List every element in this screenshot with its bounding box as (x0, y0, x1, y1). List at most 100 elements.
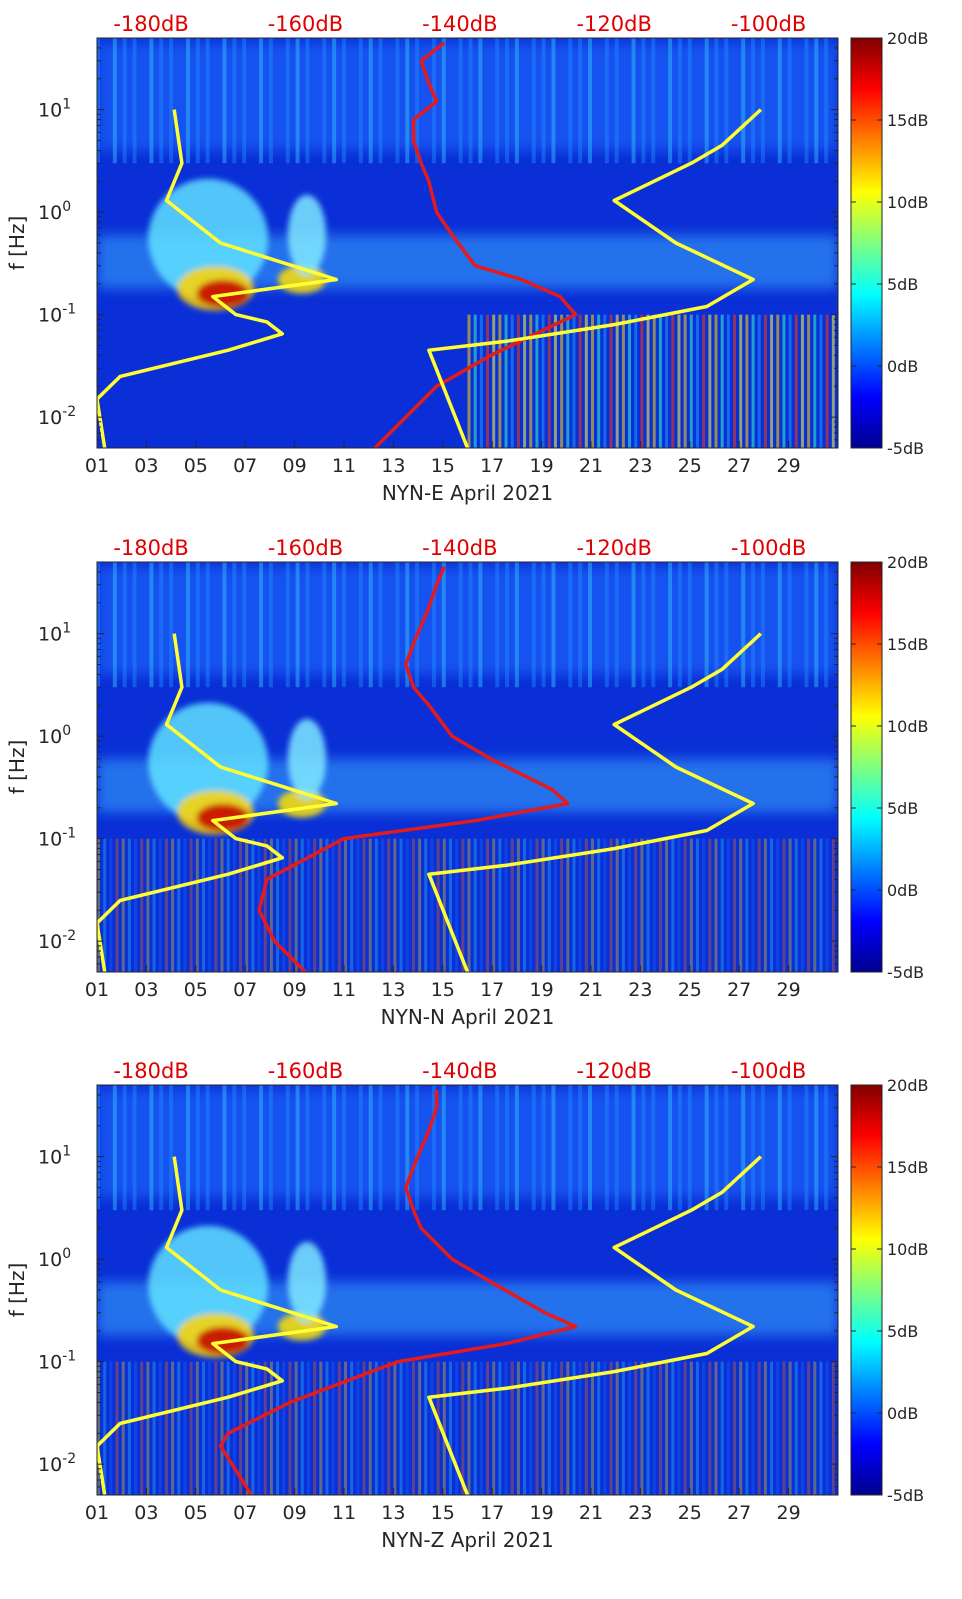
lowfreq-column (677, 1361, 681, 1495)
day-streak (777, 38, 782, 164)
x-tick-label: 09 (283, 1502, 307, 1524)
day-streak (232, 38, 237, 164)
day-streak (159, 1085, 164, 1211)
lowfreq-column (584, 1361, 588, 1495)
day-streak (787, 38, 792, 164)
lowfreq-column (467, 314, 471, 448)
psd-median-line (373, 41, 578, 448)
day-streak (551, 562, 556, 688)
colorbar-label: 5dB (887, 275, 918, 294)
day-streak (431, 38, 436, 164)
day-streak (185, 562, 190, 688)
day-streak (205, 1085, 210, 1211)
x-tick-label: 11 (332, 1502, 356, 1524)
day-streak (687, 38, 692, 164)
y-tick-label: 101 (38, 1144, 71, 1169)
lowfreq-column (399, 838, 403, 972)
day-streak (760, 1085, 765, 1211)
lowfreq-column (763, 838, 767, 972)
day-streak (405, 562, 410, 688)
x-tick-label: 07 (233, 979, 257, 1001)
high-freq-band (97, 42, 838, 151)
lowfreq-column (646, 838, 650, 972)
day-streak (651, 1085, 656, 1211)
x-axis-label: NYN-Z April 2021 (381, 1528, 553, 1552)
lowfreq-column (757, 1361, 761, 1495)
day-streak (185, 1085, 190, 1211)
day-streak (222, 38, 227, 164)
day-streak (760, 38, 765, 164)
lowfreq-column (467, 1361, 471, 1495)
x-tick-label: 13 (381, 979, 405, 1001)
lowfreq-column (455, 838, 459, 972)
x-tick-label: 29 (777, 979, 801, 1001)
lowfreq-column (658, 314, 662, 448)
day-streak (132, 1085, 137, 1211)
lowfreq-column (331, 1361, 335, 1495)
lowfreq-column (671, 1361, 675, 1495)
x-tick-label: 23 (628, 1502, 652, 1524)
top-db-label: -180dB (113, 12, 188, 36)
day-streak (285, 1085, 290, 1211)
lowfreq-column (523, 314, 527, 448)
lowfreq-column (319, 1361, 323, 1495)
day-streak (814, 562, 819, 688)
lowfreq-column (479, 838, 483, 972)
lowfreq-column (726, 314, 730, 448)
lowfreq-column (134, 1361, 138, 1495)
day-streak (285, 38, 290, 164)
lowfreq-column (411, 1361, 415, 1495)
lowfreq-column (467, 838, 471, 972)
lowfreq-column (263, 838, 267, 972)
lowfreq-column (726, 1361, 730, 1495)
y-tick-exponent: -1 (62, 1349, 76, 1365)
day-streak (405, 38, 410, 164)
lowfreq-column (702, 314, 706, 448)
noise-model-high-line (427, 108, 762, 448)
x-tick-label: 01 (85, 1502, 109, 1524)
lowfreq-column (313, 838, 317, 972)
lowfreq-column (597, 314, 601, 448)
day-streak (149, 562, 154, 688)
day-streak (222, 562, 227, 688)
y-tick-exponent: 1 (62, 621, 71, 637)
axes-frame (96, 37, 839, 449)
lowfreq-column (739, 838, 743, 972)
lowfreq-column (146, 1361, 150, 1495)
lowfreq-column (411, 838, 415, 972)
lowfreq-column (183, 1361, 187, 1495)
lowfreq-column (677, 314, 681, 448)
day-streak (242, 562, 247, 688)
day-streak (641, 1085, 646, 1211)
day-streak (468, 38, 473, 164)
day-streak (368, 562, 373, 688)
lowfreq-column (819, 838, 823, 972)
lowfreq-column (825, 838, 829, 972)
x-tick-label: 03 (134, 1502, 158, 1524)
lowfreq-column (813, 314, 817, 448)
top-db-label: -140dB (422, 12, 497, 36)
lowfreq-column (751, 1361, 755, 1495)
lowfreq-column (498, 1361, 502, 1495)
lowfreq-column (541, 314, 545, 448)
lowfreq-column (751, 838, 755, 972)
y-tick-labels: 10-2 10-1 100 101 (38, 621, 76, 954)
day-streak (641, 38, 646, 164)
lowfreq-column (708, 314, 712, 448)
lowfreq-column (788, 314, 792, 448)
day-streak (322, 1085, 327, 1211)
day-streak (604, 38, 609, 164)
lowfreq-column (171, 1361, 175, 1495)
x-axis-label: NYN-E April 2021 (382, 481, 553, 505)
lowfreq-column (720, 314, 724, 448)
lowfreq-column (208, 1361, 212, 1495)
day-streak (458, 562, 463, 688)
day-streak (185, 38, 190, 164)
y-axis-label: f [Hz] (5, 216, 29, 271)
lowfreq-column (405, 838, 409, 972)
colorbar-gradient (850, 561, 883, 973)
day-streak (614, 38, 619, 164)
lowfreq-column (183, 838, 187, 972)
day-streak (568, 1085, 573, 1211)
day-streak (378, 38, 383, 164)
